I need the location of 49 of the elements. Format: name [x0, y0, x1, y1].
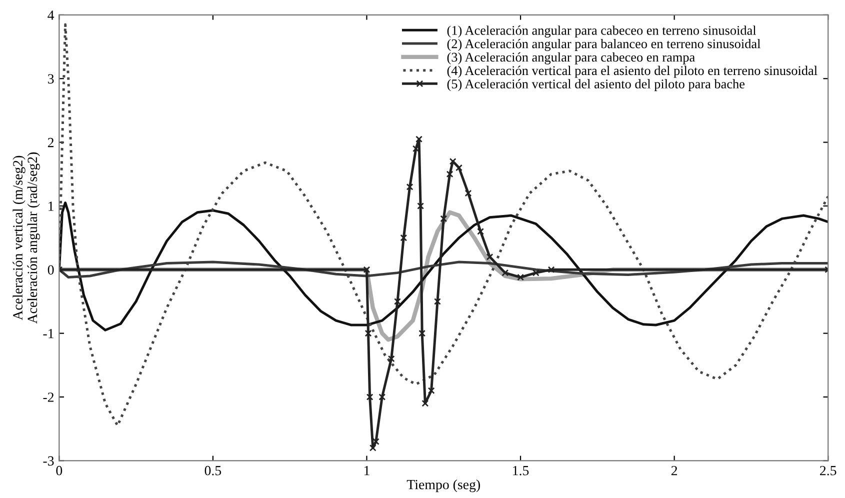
point: [363, 266, 370, 274]
point: [418, 330, 426, 337]
y-tick-label: 2: [48, 138, 54, 148]
x-tick-label: 0: [56, 466, 62, 476]
y-tick-label: -2: [43, 392, 54, 402]
point: [548, 266, 555, 274]
point: [477, 228, 484, 235]
y-tick-label: -1: [43, 328, 54, 338]
point: [456, 164, 462, 172]
point: [369, 444, 376, 452]
point: [434, 298, 441, 305]
legend-label: (3) Aceleración angular para cabeceo en rampa: [447, 52, 695, 64]
point: [378, 394, 386, 400]
x-axis-title: Tiempo (seg): [406, 479, 480, 492]
point: [449, 158, 456, 165]
point: [416, 136, 422, 143]
point: [400, 234, 408, 242]
point: [364, 330, 372, 337]
point: [394, 298, 401, 305]
point: [517, 274, 524, 281]
point: [428, 387, 435, 394]
legend-label: (4) Aceleración vertical para el asiento del piloto en terreno sinusoidal: [447, 66, 818, 78]
point: [486, 253, 494, 260]
y-tick-label: 0: [48, 265, 54, 275]
x-tick-label: 1.5: [513, 466, 529, 476]
line-series: [59, 23, 828, 427]
legend-label: (5) Aceleración vertical del asiento del piloto para bache: [447, 79, 745, 92]
point: [422, 400, 429, 407]
point: [388, 355, 395, 362]
x-tick-label: 2.5: [820, 466, 836, 476]
x-tick-label: 0.5: [204, 466, 222, 476]
x-tick-label: 2: [671, 466, 678, 476]
legend-label: (1) Aceleración angular para cabeceo en terreno sinusoidal: [447, 26, 756, 38]
x-tick-label: 1: [364, 466, 370, 476]
point: [532, 269, 540, 276]
y-tick-label: 1: [48, 202, 54, 211]
y-tick-label: -3: [43, 456, 54, 466]
legend-label: (2) Aceleración angular para balanceo en terreno sinusoidal: [447, 38, 760, 51]
y-axis-title: Aceleración vertical (m/seg2) Aceleración angular (rad/seg2): [12, 152, 40, 324]
point: [440, 215, 448, 222]
point: [417, 202, 424, 210]
point: [446, 170, 454, 178]
point: [464, 190, 472, 197]
y-tick-label: 4: [48, 10, 54, 20]
y-tick-label: 3: [48, 74, 54, 84]
point: [406, 183, 414, 190]
point: [502, 269, 509, 276]
point: [366, 394, 374, 400]
point: [412, 145, 420, 152]
